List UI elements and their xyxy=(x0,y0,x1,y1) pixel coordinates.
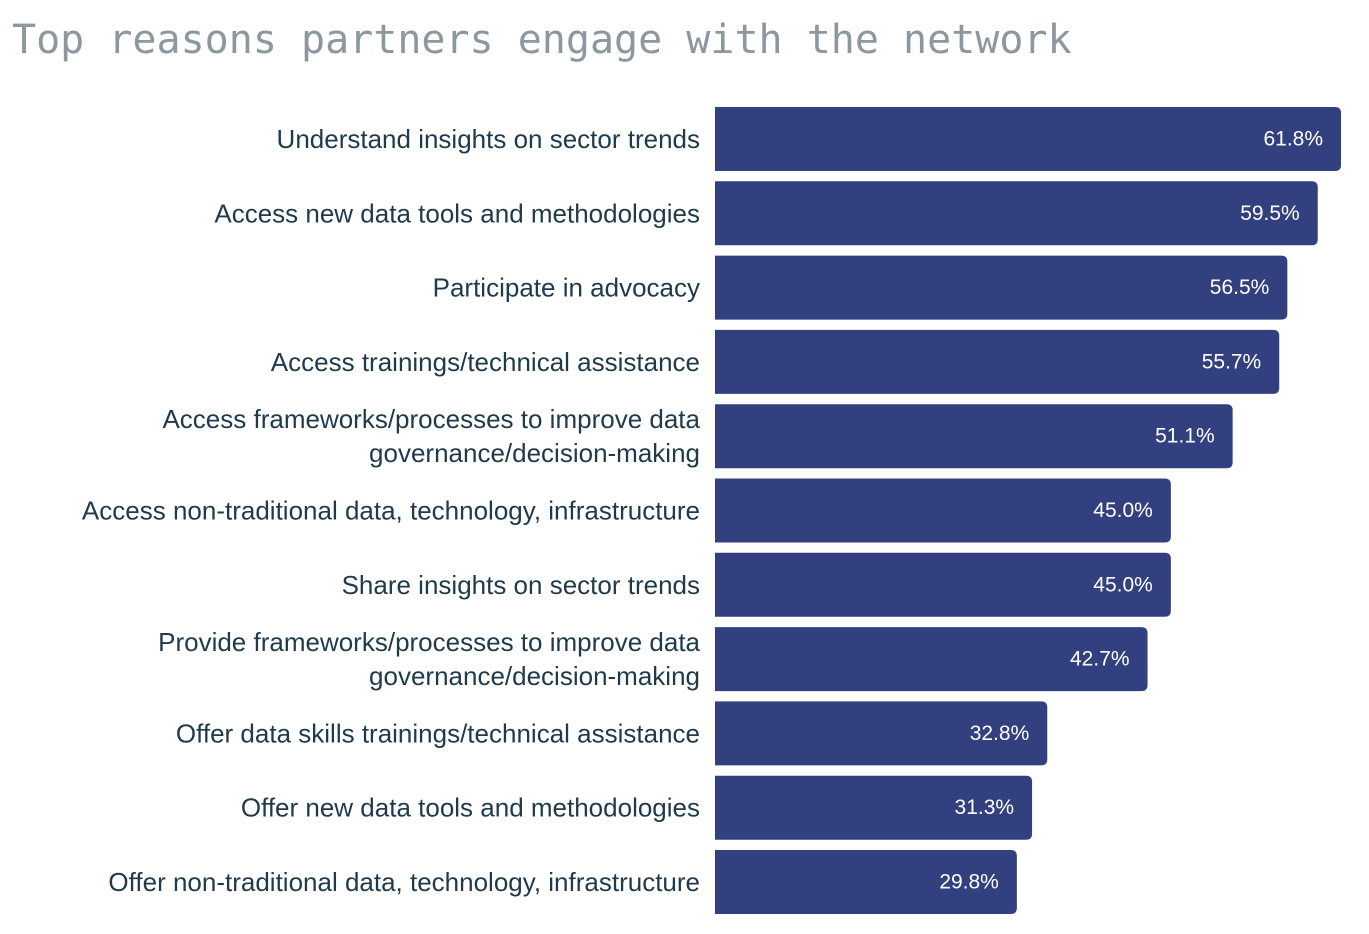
category-labels-group: Understand insights on sector trends Acce… xyxy=(82,124,701,897)
bar-value-label: 29.8% xyxy=(939,871,999,894)
value-labels-group: 61.8% 59.5% 56.5% 55.7% 51.1% 45.0% 45.0% 42.7%… xyxy=(939,128,1323,894)
category-label: Offer data skills trainings/technical as… xyxy=(176,718,700,748)
category-label: Offer new data tools and methodologies xyxy=(241,793,700,823)
category-label: Access new data tools and methodologies xyxy=(214,198,700,228)
bar xyxy=(715,701,1048,766)
category-label: Share insights on sector trends xyxy=(342,570,700,600)
bar-value-label: 59.5% xyxy=(1240,202,1300,225)
bar-value-label: 56.5% xyxy=(1210,276,1270,299)
category-label-line: Offer new data tools and methodologies xyxy=(241,793,700,823)
category-label-line: Offer data skills trainings/technical as… xyxy=(176,718,700,748)
category-label-line: Understand insights on sector trends xyxy=(277,124,700,154)
category-label-line: Access frameworks/processes to improve d… xyxy=(162,404,700,434)
category-label-line: Share insights on sector trends xyxy=(342,570,700,600)
category-label: Understand insights on sector trends xyxy=(277,124,700,154)
category-label: Participate in advocacy xyxy=(433,273,700,303)
category-label-line: Access new data tools and methodologies xyxy=(214,198,700,228)
bar-value-label: 51.1% xyxy=(1155,425,1215,448)
bar-value-label: 42.7% xyxy=(1070,648,1130,671)
category-label-line: Access non-traditional data, technology,… xyxy=(82,496,700,526)
bar-value-label: 31.3% xyxy=(955,796,1015,819)
bar-value-label: 45.0% xyxy=(1093,573,1153,596)
category-label: Access frameworks/processes to improve d… xyxy=(162,404,700,468)
category-label-line: governance/decision-making xyxy=(369,661,700,691)
bar xyxy=(715,255,1288,320)
bar xyxy=(715,181,1318,246)
category-label: Access trainings/technical assistance xyxy=(271,347,700,377)
category-label-line: Provide frameworks/processes to improve … xyxy=(158,627,700,657)
bar xyxy=(715,478,1171,543)
bars-group xyxy=(715,107,1342,914)
category-label-line: governance/decision-making xyxy=(369,438,700,468)
bar xyxy=(715,775,1033,840)
bar xyxy=(715,627,1148,692)
bar xyxy=(715,552,1171,617)
bar-value-label: 45.0% xyxy=(1093,499,1153,522)
bar xyxy=(715,329,1280,394)
category-label: Offer non-traditional data, technology, … xyxy=(108,867,700,897)
category-label: Provide frameworks/processes to improve … xyxy=(158,627,700,691)
bar xyxy=(715,850,1017,914)
category-label-line: Access trainings/technical assistance xyxy=(271,347,700,377)
bar-value-label: 61.8% xyxy=(1263,128,1323,151)
bar-value-label: 55.7% xyxy=(1202,350,1262,373)
category-label-line: Offer non-traditional data, technology, … xyxy=(108,867,700,897)
category-label: Access non-traditional data, technology,… xyxy=(82,496,700,526)
bar xyxy=(715,107,1342,171)
bar xyxy=(715,404,1233,469)
bar-value-label: 32.8% xyxy=(970,722,1030,745)
category-label-line: Participate in advocacy xyxy=(433,273,700,303)
chart-title: Top reasons partners engage with the net… xyxy=(12,17,1072,63)
